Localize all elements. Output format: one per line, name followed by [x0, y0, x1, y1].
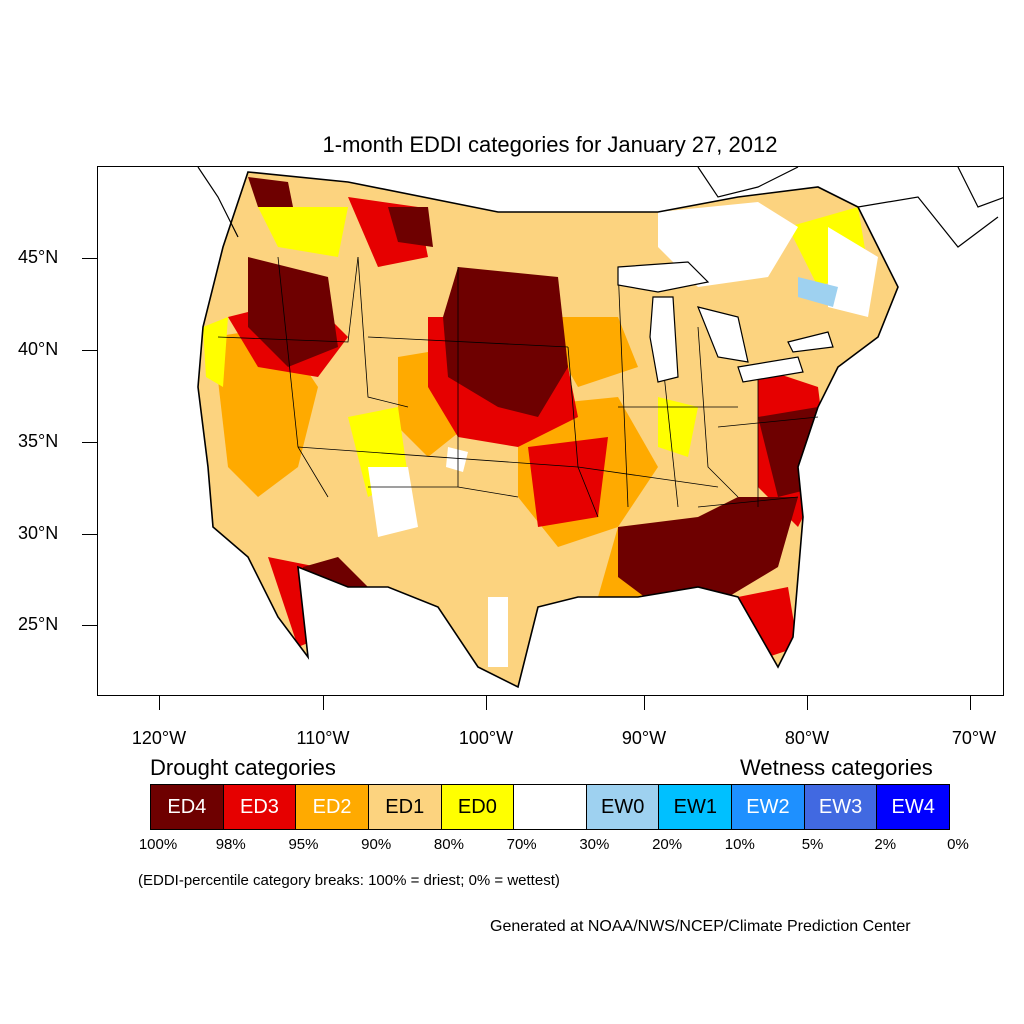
conus-outline: [197, 171, 899, 689]
lon-label-80: 80°W: [784, 728, 830, 748]
lon-label-70: 70°W: [951, 728, 997, 748]
category-note: (EDDI-percentile category breaks: 100% =…: [138, 872, 560, 889]
lon-tick-120: [159, 696, 160, 710]
lat-label-35: 35°N: [18, 431, 59, 451]
lon-tick-80: [807, 696, 808, 710]
percent-break-label: 20%: [652, 836, 683, 853]
eddi-map: [97, 166, 1004, 696]
percent-break-label: 100%: [138, 836, 178, 853]
lon-label-90: 90°W: [621, 728, 667, 748]
percent-break-label: 90%: [361, 836, 392, 853]
legend-box-ed0: ED0: [441, 785, 515, 829]
lat-label-30: 30°N: [18, 523, 59, 543]
percent-break-label: 98%: [215, 836, 246, 853]
percent-break-label: 70%: [506, 836, 537, 853]
lat-tick-25: [82, 625, 97, 626]
wetness-categories-title: Wetness categories: [740, 755, 933, 780]
lat-label-40: 40°N: [18, 339, 59, 359]
legend-box-ed1: ED1: [368, 785, 442, 829]
credit-line: Generated at NOAA/NWS/NCEP/Climate Predi…: [490, 918, 911, 935]
percent-break-label: 95%: [288, 836, 319, 853]
near-normal-regions: [368, 202, 878, 667]
great-lakes: [617, 261, 834, 383]
percent-break-label: 80%: [433, 836, 464, 853]
lon-tick-90: [644, 696, 645, 710]
lon-label-110: 110°W: [296, 728, 350, 748]
lat-tick-30: [82, 534, 97, 535]
legend-box-ew0: EW0: [586, 785, 660, 829]
lon-tick-100: [486, 696, 487, 710]
drought-categories-title: Drought categories: [150, 755, 336, 780]
state-boundaries: [217, 256, 819, 518]
legend-box-ed2: ED2: [296, 785, 369, 829]
lat-tick-35: [82, 442, 97, 443]
lat-tick-40: [82, 350, 97, 351]
lon-label-120: 120°W: [131, 728, 187, 748]
outside-area: [98, 167, 1003, 695]
percent-break-label: 5%: [801, 836, 824, 853]
lon-label-100: 100°W: [458, 728, 514, 748]
canada-coast: [197, 167, 1003, 248]
lat-label-25: 25°N: [18, 614, 59, 634]
lat-label-45: 45°N: [18, 247, 59, 267]
category-legend: ED4 ED3 ED2 ED1 ED0 EW0 EW1 EW2 EW3 EW4: [150, 784, 950, 830]
percent-break-label: 0%: [947, 836, 969, 853]
legend-box-ew4: EW4: [877, 785, 950, 829]
map-title: 1-month EDDI categories for January 27, …: [322, 132, 778, 157]
eddi-map-canvas: [98, 167, 1003, 695]
percent-break-label: 30%: [579, 836, 610, 853]
legend-box-ew1: EW1: [659, 785, 733, 829]
legend-box-ew3: EW3: [804, 785, 878, 829]
legend-box-ed4: ED4: [151, 785, 224, 829]
lon-tick-70: [970, 696, 971, 710]
lon-tick-110: [323, 696, 324, 710]
legend-box-ed3: ED3: [223, 785, 297, 829]
percent-break-label: 2%: [874, 836, 897, 853]
legend-box-ew2: EW2: [732, 785, 805, 829]
percent-break-label: 10%: [724, 836, 755, 853]
lat-tick-45: [82, 258, 97, 259]
legend-box-near-normal: [514, 785, 587, 829]
